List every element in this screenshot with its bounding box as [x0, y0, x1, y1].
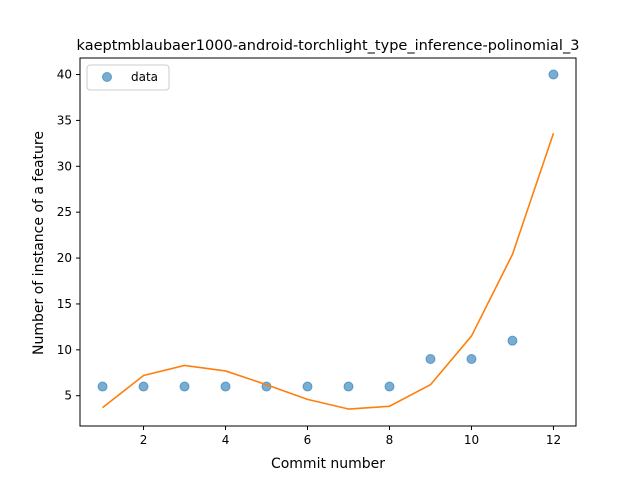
axes-frame [79, 57, 577, 427]
data-point [97, 381, 108, 392]
fit-line [102, 132, 555, 410]
data-point [179, 381, 190, 392]
series-layer [97, 69, 559, 410]
y-tick-label: 40 [57, 68, 72, 82]
x-tick-label: 8 [386, 433, 394, 447]
y-tick-label: 30 [57, 159, 72, 173]
x-tick-label: 2 [140, 433, 148, 447]
data-point [507, 335, 518, 346]
data-point [138, 381, 149, 392]
legend: data [86, 64, 170, 91]
y-tick-label: 15 [57, 297, 72, 311]
data-point [466, 354, 477, 365]
x-axis-label: Commit number [271, 456, 385, 472]
y-tick-label: 25 [57, 205, 72, 219]
chart-title: kaeptmblaubaer1000-android-torchlight_ty… [77, 38, 580, 54]
x-tick-label: 6 [304, 433, 312, 447]
data-point [384, 381, 395, 392]
data-point [343, 381, 354, 392]
y-axis-label: Number of instance of a feature [31, 131, 47, 355]
y-tick-label: 20 [57, 251, 72, 265]
x-tick-label: 12 [546, 433, 561, 447]
legend-label: data [131, 70, 158, 84]
y-tick-label: 35 [57, 113, 72, 127]
y-tick-label: 10 [57, 343, 72, 357]
legend-box [86, 64, 170, 91]
x-tick-label: 10 [464, 433, 479, 447]
legend-marker [102, 72, 112, 82]
data-point [220, 381, 231, 392]
axis-ticks: 2 4 6 8 10 12 5 10 15 20 25 30 35 40 [57, 68, 561, 447]
y-tick-label: 5 [64, 389, 72, 403]
data-point [548, 69, 559, 80]
x-tick-label: 4 [222, 433, 230, 447]
data-point [302, 381, 313, 392]
data-point [425, 354, 436, 365]
